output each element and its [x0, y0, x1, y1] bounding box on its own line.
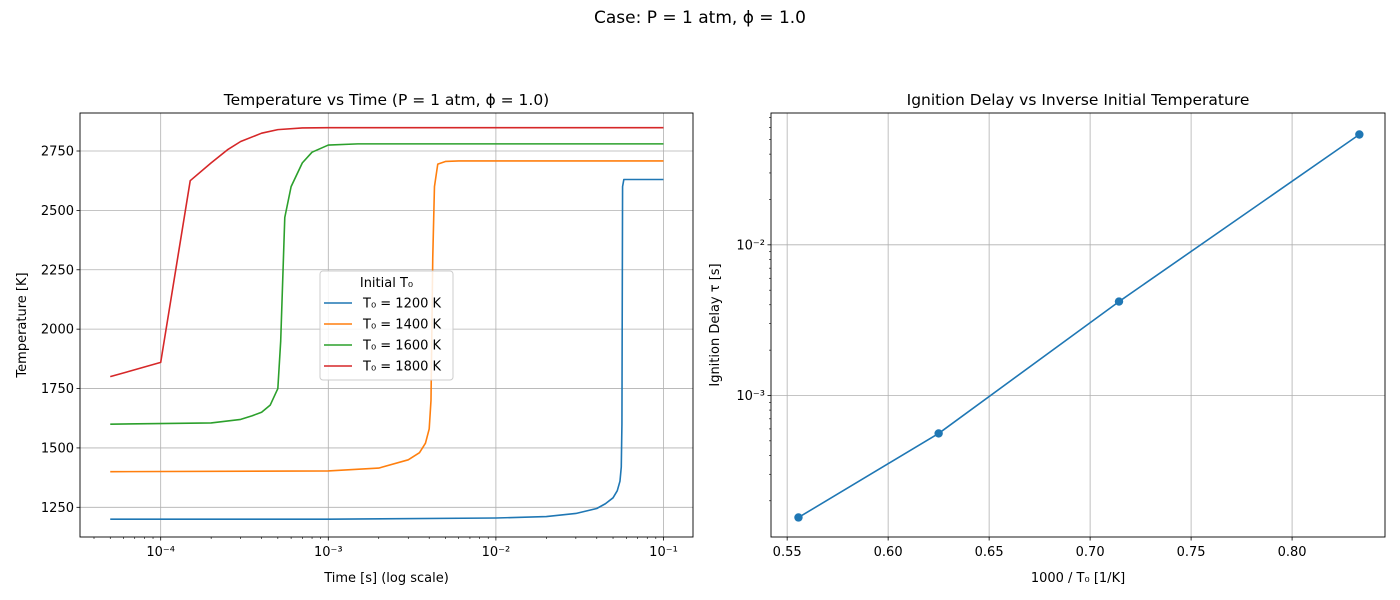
- legend-title: Initial T₀: [360, 276, 413, 291]
- x-axis-label: Time [s] (log scale): [323, 571, 449, 586]
- series-line-1: [798, 133, 1360, 519]
- y-tick-label: 1750: [41, 382, 74, 397]
- series-group: [794, 130, 1364, 522]
- legend-entry: T₀ = 1600 K: [362, 339, 442, 354]
- series-line-4: [110, 126, 664, 378]
- data-point: [794, 513, 803, 522]
- y-axis-label: Temperature [K]: [15, 272, 30, 378]
- y-axis-label: Ignition Delay τ [s]: [708, 263, 723, 386]
- x-tick-label: 10⁻²: [482, 545, 511, 560]
- data-point: [934, 429, 943, 438]
- y-tick-label: 2750: [41, 145, 74, 160]
- x-tick-label: 10⁻³: [314, 545, 343, 560]
- chart-2: 0.55 0.60 0.65 0.70 0.75 0.80 10⁻³ 10⁻² Ignition…: [708, 91, 1386, 586]
- y-tick-label: 10⁻³: [736, 389, 765, 404]
- series-line-2: [110, 160, 664, 473]
- series-line-3: [110, 143, 664, 425]
- x-tick-label: 0.75: [1177, 545, 1206, 560]
- plot-frame: [79, 112, 694, 538]
- y-tick-label: 2250: [41, 263, 74, 278]
- y-tick-label: 1500: [41, 441, 74, 456]
- x-tick-label: 10⁻⁴: [146, 545, 175, 560]
- x-tick-label: 0.65: [975, 545, 1004, 560]
- x-tick-label: 10⁻¹: [649, 545, 678, 560]
- legend-entry: T₀ = 1800 K: [362, 360, 442, 375]
- chart-title: Ignition Delay vs Inverse Initial Temper…: [907, 91, 1250, 109]
- y-tick-label: 2500: [41, 204, 74, 219]
- series-line-1: [110, 178, 664, 520]
- legend-box: [319, 270, 454, 381]
- data-point: [1355, 130, 1364, 139]
- data-point: [1114, 297, 1124, 306]
- x-tick-label: 0.80: [1278, 545, 1307, 560]
- series-group: [110, 126, 664, 520]
- y-tick-label: 1250: [41, 501, 74, 516]
- chart-1: 10⁻⁴ 10⁻³ 10⁻² 10⁻¹ 1250 1500 1750 2000 2250 2500…: [15, 91, 694, 586]
- legend-entry: T₀ = 1200 K: [362, 297, 442, 312]
- y-tick-label: 10⁻²: [736, 238, 765, 253]
- x-axis-label: 1000 / T₀ [1/K]: [1031, 571, 1125, 586]
- x-tick-label: 0.55: [773, 545, 802, 560]
- legend-entry: T₀ = 1400 K: [362, 318, 442, 333]
- x-tick-label: 0.70: [1076, 545, 1105, 560]
- plot-frame: [770, 112, 1386, 538]
- legend: Initial T₀ T₀ = 1200 K T₀ = 1400 K T₀ = 160…: [319, 270, 454, 381]
- chart-title: Temperature vs Time (P = 1 atm, ϕ = 1.0): [223, 91, 549, 109]
- figure-suptitle: Case: P = 1 atm, ϕ = 1.0: [593, 8, 806, 28]
- y-tick-label: 2000: [41, 323, 74, 338]
- x-tick-label: 0.60: [874, 545, 903, 560]
